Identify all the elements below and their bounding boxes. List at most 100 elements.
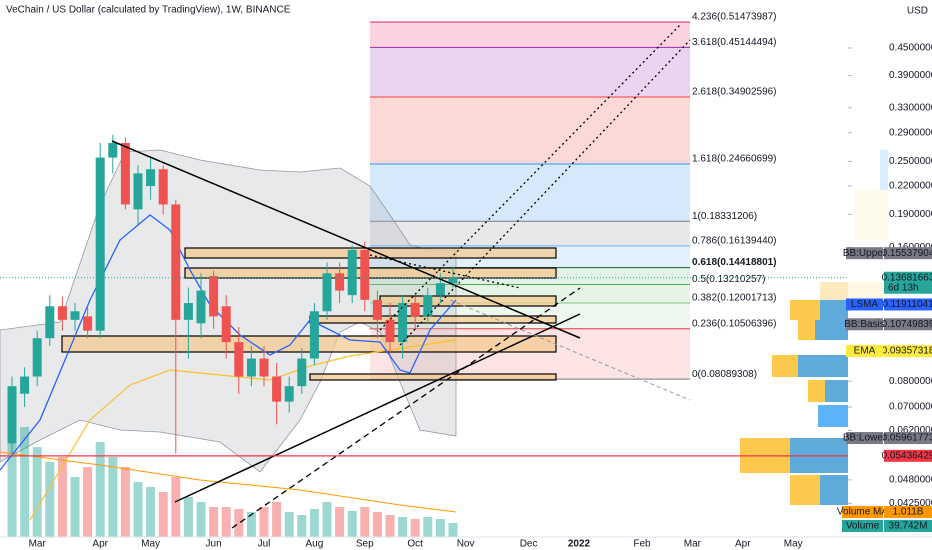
candle-body bbox=[108, 143, 118, 158]
projection-line bbox=[369, 254, 521, 289]
x-tick-label: Apr bbox=[92, 539, 108, 550]
volume-ma bbox=[0, 451, 457, 513]
fib-band bbox=[370, 221, 690, 246]
price-marker bbox=[884, 271, 932, 294]
candle-body bbox=[57, 306, 67, 320]
profile-bar bbox=[825, 380, 848, 402]
x-tick-label: Jun bbox=[206, 539, 222, 550]
x-tick-label: May bbox=[141, 539, 160, 550]
candle-body bbox=[70, 311, 80, 320]
candle-body bbox=[309, 311, 319, 359]
y-tick-label: 0.04250000 bbox=[889, 498, 932, 509]
y-tick-label: 0.29000000 bbox=[889, 127, 932, 138]
x-tick-label: Sep bbox=[356, 539, 374, 550]
fib-band bbox=[370, 22, 690, 48]
candle-body bbox=[45, 306, 55, 339]
y-tick-label: 0.07000000 bbox=[889, 402, 932, 413]
candle-body bbox=[133, 173, 143, 210]
marker-name: BB:Upper bbox=[843, 248, 887, 259]
volume-bar bbox=[196, 502, 206, 537]
volume-bar bbox=[398, 517, 408, 537]
fib-label: 0.5(0.13210257) bbox=[692, 274, 765, 285]
price-marker bbox=[884, 247, 932, 260]
x-tick-label: Apr bbox=[735, 539, 751, 550]
price-marker bbox=[884, 449, 932, 462]
marker-name-box bbox=[846, 345, 883, 358]
fib-label: 4.236(0.51473987) bbox=[692, 12, 777, 23]
candle-body bbox=[146, 169, 156, 187]
candle-body bbox=[385, 319, 395, 343]
volume-bar bbox=[158, 492, 168, 537]
price-marker-value: 0.05961773 bbox=[882, 433, 932, 444]
volume-bar bbox=[322, 502, 332, 537]
zones bbox=[61, 247, 557, 381]
trend-line bbox=[174, 313, 581, 503]
price-marker-value: 0.15537904 bbox=[882, 248, 932, 259]
candle-body bbox=[435, 283, 445, 296]
zone bbox=[309, 373, 557, 381]
fib-label: 0.236(0.10506396) bbox=[692, 318, 777, 329]
volume-value-box bbox=[884, 520, 932, 532]
candle-body bbox=[234, 342, 244, 377]
candle-body bbox=[20, 376, 30, 394]
fib-band bbox=[370, 97, 690, 165]
marker-name: BB:Basis bbox=[844, 319, 885, 330]
fib-band bbox=[370, 47, 690, 98]
volume-bar bbox=[448, 523, 458, 537]
marker-name: EMA bbox=[854, 346, 876, 357]
volume-bar bbox=[95, 442, 105, 537]
candle-body bbox=[410, 303, 420, 317]
marker-name-box bbox=[846, 432, 883, 445]
volume-bar bbox=[108, 457, 118, 537]
candle-body bbox=[196, 290, 206, 324]
price-axis bbox=[848, 0, 932, 537]
x-tick-label: Jul bbox=[258, 539, 271, 550]
trend-lines bbox=[111, 24, 691, 529]
candle-body bbox=[246, 358, 256, 377]
x-tick-label: 2022 bbox=[568, 539, 591, 550]
candle-body bbox=[347, 249, 357, 296]
volume-bar bbox=[45, 462, 55, 537]
candle-body bbox=[284, 386, 294, 402]
volume-label-box bbox=[842, 520, 883, 532]
fib-label: 1.618(0.24660699) bbox=[692, 154, 777, 165]
volume bbox=[7, 397, 458, 537]
fib-label: 3.618(0.45144494) bbox=[692, 37, 777, 48]
volume-bar bbox=[7, 397, 17, 537]
zone bbox=[184, 267, 557, 279]
profile-bar bbox=[815, 320, 848, 340]
volume-label-name: Volume MA bbox=[837, 507, 888, 518]
profile-bar bbox=[820, 475, 848, 505]
volume-bar bbox=[259, 507, 269, 537]
volume-bar bbox=[133, 482, 143, 537]
fib-label: 2.618(0.34902596) bbox=[692, 87, 777, 98]
marker-name-box bbox=[846, 318, 883, 331]
price-marker bbox=[884, 345, 932, 358]
volume-bar bbox=[309, 509, 319, 537]
volume-bar bbox=[234, 509, 244, 537]
candle-body bbox=[272, 376, 282, 402]
candle-body bbox=[221, 306, 231, 343]
price-marker bbox=[884, 298, 932, 311]
y-tick-label: 0.08000000 bbox=[889, 376, 932, 387]
profile-bar bbox=[818, 405, 848, 427]
volume-label-name: Volume bbox=[846, 521, 880, 532]
marker-name-box bbox=[846, 298, 883, 311]
volume-label-value: 1.011B bbox=[893, 507, 924, 518]
zone bbox=[61, 335, 557, 353]
marker-name: BB:Lower bbox=[843, 433, 887, 444]
volume-bar bbox=[297, 515, 307, 537]
x-tick-label: Mar bbox=[29, 539, 47, 550]
price-marker-value: 0.09357318 bbox=[882, 346, 932, 357]
fib-label: 0.786(0.16139440) bbox=[692, 235, 777, 246]
candle-body bbox=[322, 273, 332, 312]
x-tick-label: Mar bbox=[684, 539, 702, 550]
candle-body bbox=[120, 143, 130, 205]
price-marker bbox=[884, 432, 932, 445]
volume-bar bbox=[410, 519, 420, 537]
volume-label-box bbox=[842, 506, 883, 518]
volume-bar bbox=[146, 487, 156, 537]
volume-value-box bbox=[884, 506, 932, 518]
